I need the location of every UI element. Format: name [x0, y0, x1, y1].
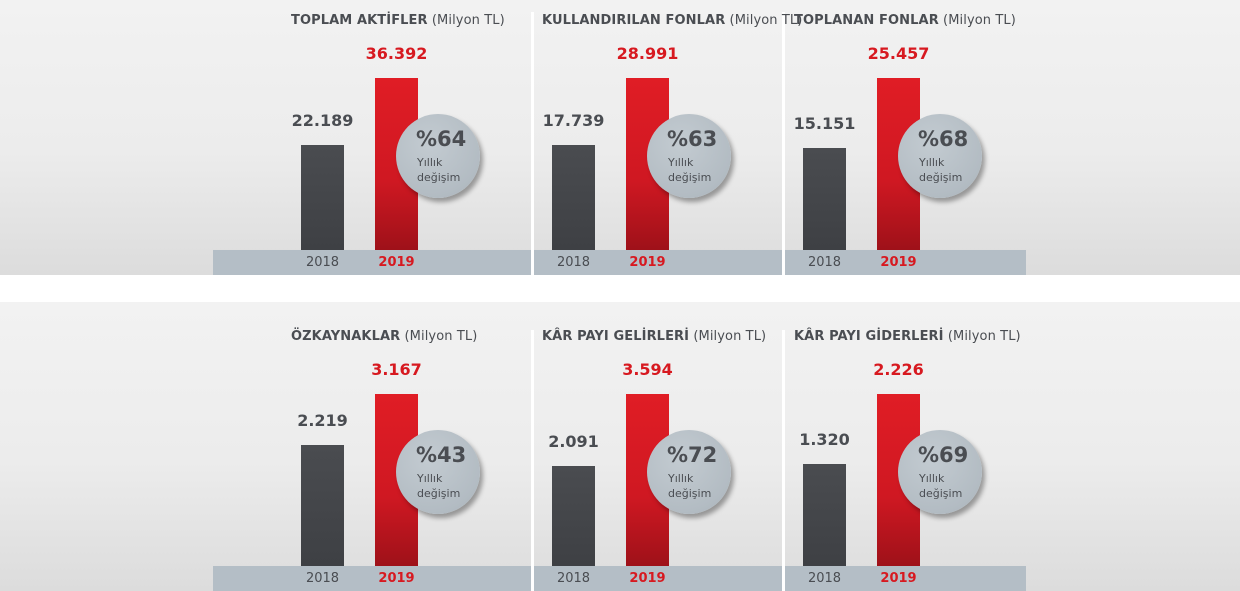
data-label-2019: 3.167: [371, 360, 422, 379]
axis-strip: [534, 566, 782, 591]
bar-2018: [301, 145, 344, 250]
top-band: [0, 0, 1240, 275]
change-bubble: %72 Yıllık değişim: [647, 430, 731, 514]
year-label-2019: 2019: [378, 255, 415, 270]
chart-title-text: TOPLANAN FONLAR: [794, 13, 939, 28]
axis-strip: [785, 566, 1026, 591]
bar-2018: [803, 148, 846, 250]
divider: [782, 330, 785, 591]
data-label-2019: 25.457: [867, 44, 930, 63]
change-label: Yıllık değişim: [417, 471, 460, 501]
chart-unit: (Milyon TL): [400, 329, 478, 344]
change-percent: %43: [416, 443, 467, 467]
change-label-line1: Yıllık: [668, 156, 694, 169]
chart-title-text: ÖZKAYNAKLAR: [291, 329, 401, 344]
chart-title-text: TOPLAM AKTİFLER: [291, 13, 428, 28]
change-label: Yıllık değişim: [668, 155, 711, 185]
chart-title: KULLANDIRILAN FONLAR (Milyon TL): [542, 13, 802, 28]
change-label-line1: Yıllık: [417, 156, 443, 169]
change-label: Yıllık değişim: [668, 471, 711, 501]
chart-title: ÖZKAYNAKLAR (Milyon TL): [291, 329, 477, 344]
axis-strip: [785, 250, 1026, 275]
chart-unit: (Milyon TL): [725, 13, 803, 28]
divider: [531, 12, 534, 275]
axis-strip: [213, 250, 531, 275]
year-label-2019: 2019: [880, 571, 917, 586]
year-label-2018: 2018: [305, 255, 340, 270]
bar-2018: [301, 445, 344, 566]
change-percent: %63: [667, 127, 718, 151]
bottom-band: [0, 302, 1240, 591]
change-label-line1: Yıllık: [417, 472, 443, 485]
data-label-2018: 1.320: [799, 430, 850, 449]
change-label-line2: değişim: [668, 171, 712, 184]
year-label-2018: 2018: [556, 571, 591, 586]
year-label-2018: 2018: [305, 571, 340, 586]
data-label-2019: 3.594: [622, 360, 673, 379]
year-label-2019: 2019: [880, 255, 917, 270]
chart-unit: (Milyon TL): [689, 329, 767, 344]
chart-title-text: KÂR PAYI GİDERLERİ: [794, 329, 944, 344]
chart-unit: (Milyon TL): [427, 13, 505, 28]
chart-title: TOPLANAN FONLAR (Milyon TL): [794, 13, 1016, 28]
data-label-2018: 2.091: [548, 432, 599, 451]
chart-title-text: KÂR PAYI GELİRLERİ: [542, 329, 690, 344]
data-label-2018: 15.151: [793, 114, 856, 133]
bar-2018: [552, 466, 595, 566]
change-label-line2: değişim: [417, 487, 461, 500]
data-label-2019: 36.392: [365, 44, 428, 63]
year-label-2019: 2019: [629, 255, 666, 270]
year-label-2019: 2019: [378, 571, 415, 586]
change-bubble: %69 Yıllık değişim: [898, 430, 982, 514]
data-label-2018: 2.219: [297, 411, 348, 430]
data-label-2018: 17.739: [542, 111, 605, 130]
axis-strip: [534, 250, 782, 275]
change-bubble: %68 Yıllık değişim: [898, 114, 982, 198]
chart-title: KÂR PAYI GELİRLERİ (Milyon TL): [542, 329, 766, 344]
bar-2018: [803, 464, 846, 566]
data-label-2019: 2.226: [873, 360, 924, 379]
change-label-line2: değişim: [919, 487, 963, 500]
change-bubble: %63 Yıllık değişim: [647, 114, 731, 198]
change-label: Yıllık değişim: [417, 155, 460, 185]
change-label: Yıllık değişim: [919, 155, 962, 185]
change-label-line2: değişim: [668, 487, 712, 500]
divider: [531, 330, 534, 591]
change-label: Yıllık değişim: [919, 471, 962, 501]
year-label-2018: 2018: [807, 571, 842, 586]
change-label-line1: Yıllık: [919, 472, 945, 485]
data-label-2019: 28.991: [616, 44, 679, 63]
change-percent: %68: [918, 127, 969, 151]
axis-strip: [213, 566, 531, 591]
change-percent: %64: [416, 127, 467, 151]
year-label-2018: 2018: [556, 255, 591, 270]
chart-unit: (Milyon TL): [943, 329, 1021, 344]
change-percent: %69: [918, 443, 969, 467]
chart-title: KÂR PAYI GİDERLERİ (Milyon TL): [794, 329, 1021, 344]
change-label-line2: değişim: [919, 171, 963, 184]
change-bubble: %43 Yıllık değişim: [396, 430, 480, 514]
change-label-line1: Yıllık: [668, 472, 694, 485]
year-label-2018: 2018: [807, 255, 842, 270]
year-label-2019: 2019: [629, 571, 666, 586]
bar-2018: [552, 145, 595, 250]
chart-unit: (Milyon TL): [938, 13, 1016, 28]
divider: [782, 12, 785, 275]
chart-title-text: KULLANDIRILAN FONLAR: [542, 13, 726, 28]
data-label-2018: 22.189: [291, 111, 354, 130]
change-percent: %72: [667, 443, 718, 467]
change-label-line1: Yıllık: [919, 156, 945, 169]
chart-title: TOPLAM AKTİFLER (Milyon TL): [291, 13, 505, 28]
change-label-line2: değişim: [417, 171, 461, 184]
change-bubble: %64 Yıllık değişim: [396, 114, 480, 198]
